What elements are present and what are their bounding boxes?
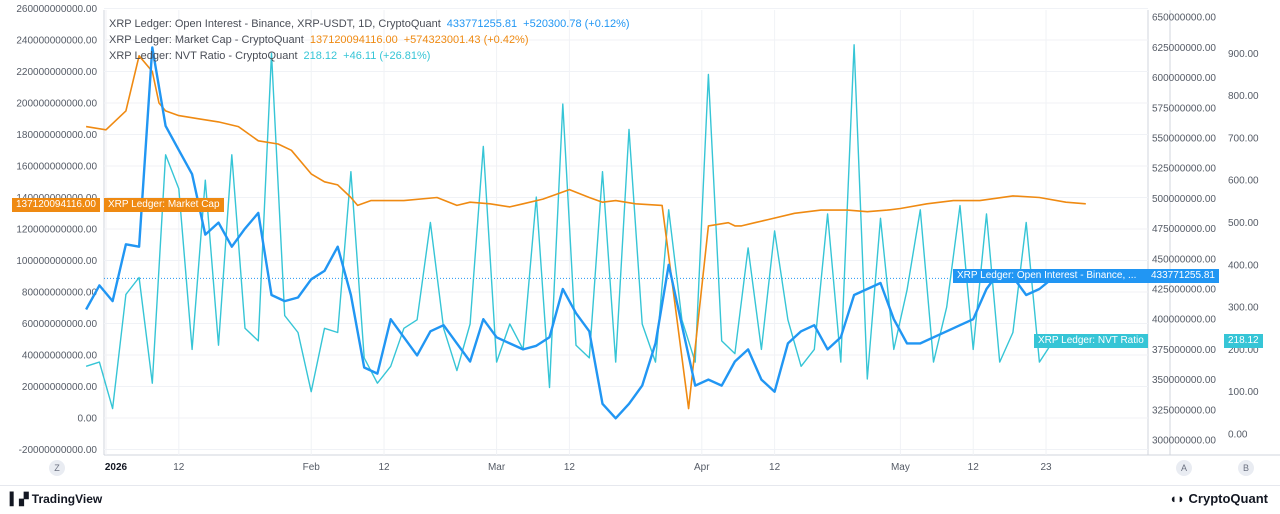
nvt-tick-label: 700.00 xyxy=(1228,133,1259,144)
left-tick-label: 0.00 xyxy=(78,414,98,425)
oi-label-tag: XRP Ledger: Open Interest - Binance, ... xyxy=(953,269,1147,283)
x-tick-label: May xyxy=(891,462,910,473)
nvt-tick-label: 600.00 xyxy=(1228,176,1259,187)
oi-tick-label: 425000000.00 xyxy=(1152,285,1216,296)
left-tick-label: 200000000000.00 xyxy=(16,99,97,110)
legend-market-cap[interactable]: XRP Ledger: Market Cap - CryptoQuant 1371… xyxy=(109,32,630,48)
left-tick-label: 240000000000.00 xyxy=(16,36,97,47)
series-line-open-interest xyxy=(85,46,1054,420)
tradingview-icon: ▍▞ xyxy=(10,492,32,506)
oi-tick-label: 625000000.00 xyxy=(1152,43,1216,54)
x-tick-label: 2026 xyxy=(105,462,128,473)
nvt-label-tag: XRP Ledger: NVT Ratio xyxy=(1034,334,1148,348)
nvt-tick-label: 400.00 xyxy=(1228,260,1259,271)
legend-open-interest[interactable]: XRP Ledger: Open Interest - Binance, XRP… xyxy=(109,16,630,32)
tradingview-logo[interactable]: ▍▞ TradingView xyxy=(10,492,102,506)
x-tick-label: 12 xyxy=(173,462,185,473)
legend-open-interest-change: +520300.78 (+0.12%) xyxy=(523,18,630,30)
footer-bar: ▍▞ TradingView ◖◗ CryptoQuant xyxy=(0,485,1280,514)
legend-nvt-name: XRP Ledger: NVT Ratio - CryptoQuant xyxy=(109,50,298,62)
legend-nvt-value: 218.12 xyxy=(303,50,338,62)
left-tick-label: 160000000000.00 xyxy=(16,162,97,173)
legend-open-interest-value: 433771255.81 xyxy=(446,18,518,30)
oi-tick-label: 400000000.00 xyxy=(1152,315,1216,326)
series-line-nvt-ratio xyxy=(85,44,1054,410)
nvt-tick-label: 800.00 xyxy=(1228,91,1259,102)
left-tick-label: 220000000000.00 xyxy=(16,67,97,78)
oi-tick-label: 300000000.00 xyxy=(1152,436,1216,447)
nvt-tick-label: 300.00 xyxy=(1228,303,1259,314)
oi-value-tag: 433771255.81 xyxy=(1147,269,1219,283)
oi-tick-label: 525000000.00 xyxy=(1152,164,1216,175)
nvt-tick-label: 900.00 xyxy=(1228,49,1259,60)
x-tick-label: 12 xyxy=(968,462,980,473)
oi-tick-label: 500000000.00 xyxy=(1152,194,1216,205)
left-tick-label: 60000000000.00 xyxy=(22,319,98,330)
zoom-reset-button[interactable]: Z xyxy=(49,460,65,476)
x-tick-label: 12 xyxy=(564,462,576,473)
series-line-market-cap xyxy=(85,54,1086,410)
left-tick-label: -20000000000.00 xyxy=(19,445,98,456)
legend-nvt-change: +46.11 (+26.81%) xyxy=(343,50,431,62)
nvt-value-tag: 218.12 xyxy=(1224,334,1263,348)
oi-tick-label: 375000000.00 xyxy=(1152,345,1216,356)
left-tick-label: 100000000000.00 xyxy=(16,256,97,267)
cryptoquant-label: CryptoQuant xyxy=(1188,491,1268,506)
left-tick-label: 80000000000.00 xyxy=(22,288,98,299)
chart-legend: XRP Ledger: Open Interest - Binance, XRP… xyxy=(109,16,630,64)
legend-open-interest-name: XRP Ledger: Open Interest - Binance, XRP… xyxy=(109,18,441,30)
left-tick-label: 40000000000.00 xyxy=(22,351,98,362)
cryptoquant-icon: ◖◗ xyxy=(1169,491,1189,506)
nvt-tick-label: 0.00 xyxy=(1228,430,1248,441)
nvt-tick-label: 100.00 xyxy=(1228,387,1259,398)
x-tick-label: Feb xyxy=(303,462,321,473)
plot-background xyxy=(0,0,1280,485)
oi-tick-label: 325000000.00 xyxy=(1152,405,1216,416)
nvt-tick-label: 500.00 xyxy=(1228,218,1259,229)
legend-market-cap-value: 137120094116.00 xyxy=(309,34,398,46)
legend-market-cap-change: +574323001.43 (+0.42%) xyxy=(403,34,529,46)
cryptoquant-logo[interactable]: ◖◗ CryptoQuant xyxy=(1169,491,1268,506)
x-tick-label: 12 xyxy=(769,462,781,473)
left-tick-label: 120000000000.00 xyxy=(16,225,97,236)
tradingview-label: TradingView xyxy=(31,492,103,506)
x-tick-label: Apr xyxy=(694,462,710,473)
left-tick-label: 260000000000.00 xyxy=(16,4,97,15)
oi-tick-label: 475000000.00 xyxy=(1152,224,1216,235)
left-tick-label: 180000000000.00 xyxy=(16,130,97,141)
oi-tick-label: 450000000.00 xyxy=(1152,254,1216,265)
market-cap-value-tag: 137120094116.00 xyxy=(12,198,100,212)
oi-tick-label: 650000000.00 xyxy=(1152,13,1216,24)
left-tick-label: 20000000000.00 xyxy=(22,382,98,393)
nvt-tick-label: 200.00 xyxy=(1228,345,1259,356)
oi-tick-label: 350000000.00 xyxy=(1152,375,1216,386)
legend-market-cap-name: XRP Ledger: Market Cap - CryptoQuant xyxy=(109,34,304,46)
legend-nvt-ratio[interactable]: XRP Ledger: NVT Ratio - CryptoQuant 218.1… xyxy=(109,48,630,64)
auto-scale-button[interactable]: A xyxy=(1176,460,1192,476)
scale-b-button[interactable]: B xyxy=(1238,460,1254,476)
x-tick-label: 12 xyxy=(378,462,390,473)
market-cap-label-tag: XRP Ledger: Market Cap xyxy=(104,198,224,212)
oi-tick-label: 600000000.00 xyxy=(1152,73,1216,84)
x-tick-label: Mar xyxy=(488,462,506,473)
x-tick-label: 23 xyxy=(1040,462,1052,473)
oi-tick-label: 550000000.00 xyxy=(1152,134,1216,145)
oi-tick-label: 575000000.00 xyxy=(1152,103,1216,114)
